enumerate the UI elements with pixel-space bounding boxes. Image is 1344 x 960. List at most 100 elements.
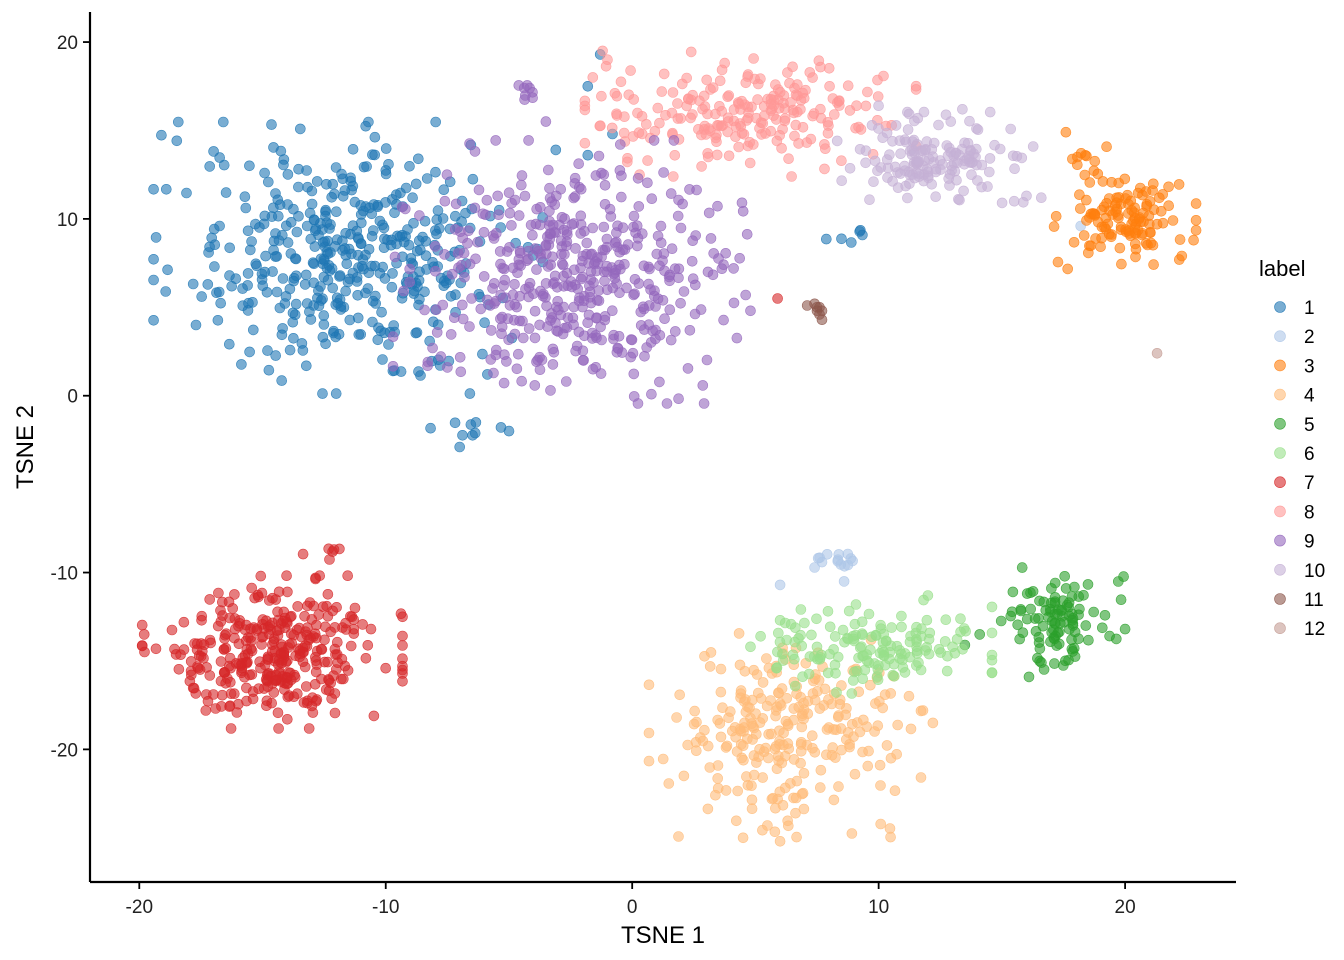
data-point-label-1 [329,188,340,200]
data-point-label-4 [715,663,727,675]
data-point-label-9 [414,210,425,221]
data-point-label-7 [229,688,240,700]
data-point-label-9 [495,289,507,301]
data-point-label-9 [485,325,497,336]
data-point-label-6 [873,660,884,671]
data-point-label-4 [643,755,655,767]
data-point-label-8 [711,129,722,141]
data-point-label-7 [357,619,368,630]
data-point-label-8 [702,108,713,120]
data-point-label-5 [1025,603,1036,615]
data-point-label-9 [501,356,512,367]
data-point-label-8 [815,103,826,115]
data-point-label-1 [464,388,476,399]
data-point-label-9 [626,334,638,346]
legend-label-1: 1 [1304,298,1315,319]
data-point-label-9 [650,301,661,312]
data-point-label-8 [625,65,636,76]
data-point-label-1 [582,81,594,92]
data-point-label-11 [816,314,828,326]
data-point-label-8 [682,93,694,104]
data-point-label-4 [834,698,846,710]
data-point-label-10 [1027,141,1039,152]
data-point-label-11 [801,300,813,311]
data-point-label-9 [439,195,451,207]
data-point-label-9 [389,251,401,263]
y-tick-label: 0 [67,387,78,408]
data-point-label-9 [504,242,515,253]
data-point-label-4 [705,647,717,658]
data-point-label-1 [244,346,255,358]
data-point-label-9 [496,328,507,340]
data-point-label-9 [659,265,670,277]
data-point-label-7 [201,689,212,700]
data-point-label-9 [463,225,474,237]
data-point-label-1 [331,234,343,245]
data-point-label-9 [422,360,433,372]
data-point-label-4 [712,782,724,794]
data-point-label-4 [774,786,786,798]
data-point-label-4 [715,686,727,698]
data-point-label-9 [598,169,610,180]
data-point-label-10 [1021,190,1032,202]
data-point-label-1 [327,282,339,294]
data-point-label-8 [823,63,835,74]
data-point-label-4 [690,745,702,757]
data-point-label-2 [774,579,786,591]
data-point-label-9 [488,278,500,289]
data-point-label-9 [684,324,696,336]
data-point-label-6 [772,627,784,639]
data-point-label-9 [697,380,709,391]
data-point-label-4 [915,772,927,783]
data-point-label-4 [819,683,831,695]
data-point-label-10 [895,168,906,179]
data-point-label-4 [917,705,929,716]
data-point-label-4 [875,780,886,791]
data-point-label-3 [1190,215,1202,226]
data-point-label-8 [636,111,648,122]
data-point-label-9 [599,180,611,191]
data-point-label-9 [464,138,475,149]
data-point-label-9 [445,329,457,340]
data-point-label-1 [274,302,286,314]
data-point-label-1 [156,129,167,141]
data-point-label-1 [407,192,418,203]
data-point-label-1 [857,229,868,241]
data-point-label-6 [863,608,875,620]
data-point-label-7 [323,674,334,685]
data-point-label-7 [294,648,306,660]
data-point-label-9 [616,170,627,182]
data-point-label-9 [629,288,640,300]
data-point-label-3 [1081,215,1092,226]
data-point-label-1 [400,182,412,194]
data-point-label-9 [514,290,526,302]
data-point-label-4 [769,743,781,755]
data-point-label-9 [540,278,552,289]
data-point-label-1 [287,307,299,319]
data-point-label-9 [556,258,568,270]
data-point-label-8 [872,91,884,102]
data-point-label-7 [322,656,334,668]
data-point-label-9 [728,297,740,309]
data-point-label-9 [473,184,485,196]
data-point-label-9 [665,188,677,199]
data-point-label-4 [879,689,891,701]
data-point-label-4 [643,679,655,691]
data-point-label-4 [833,781,844,792]
data-point-label-9 [601,260,613,272]
data-point-label-3 [1137,228,1148,239]
data-point-label-10 [868,176,879,187]
data-point-label-4 [873,696,885,707]
data-point-label-7 [397,630,408,642]
data-point-label-9 [455,366,467,378]
data-point-label-9 [741,229,753,240]
data-point-label-7 [219,629,231,641]
data-point-label-6 [830,667,841,679]
data-point-label-9 [734,252,746,264]
data-point-label-10 [1011,151,1023,162]
x-tick-label: -20 [126,897,153,918]
data-point-label-1 [206,232,217,244]
data-point-label-4 [846,828,858,839]
data-point-label-10 [945,146,957,158]
